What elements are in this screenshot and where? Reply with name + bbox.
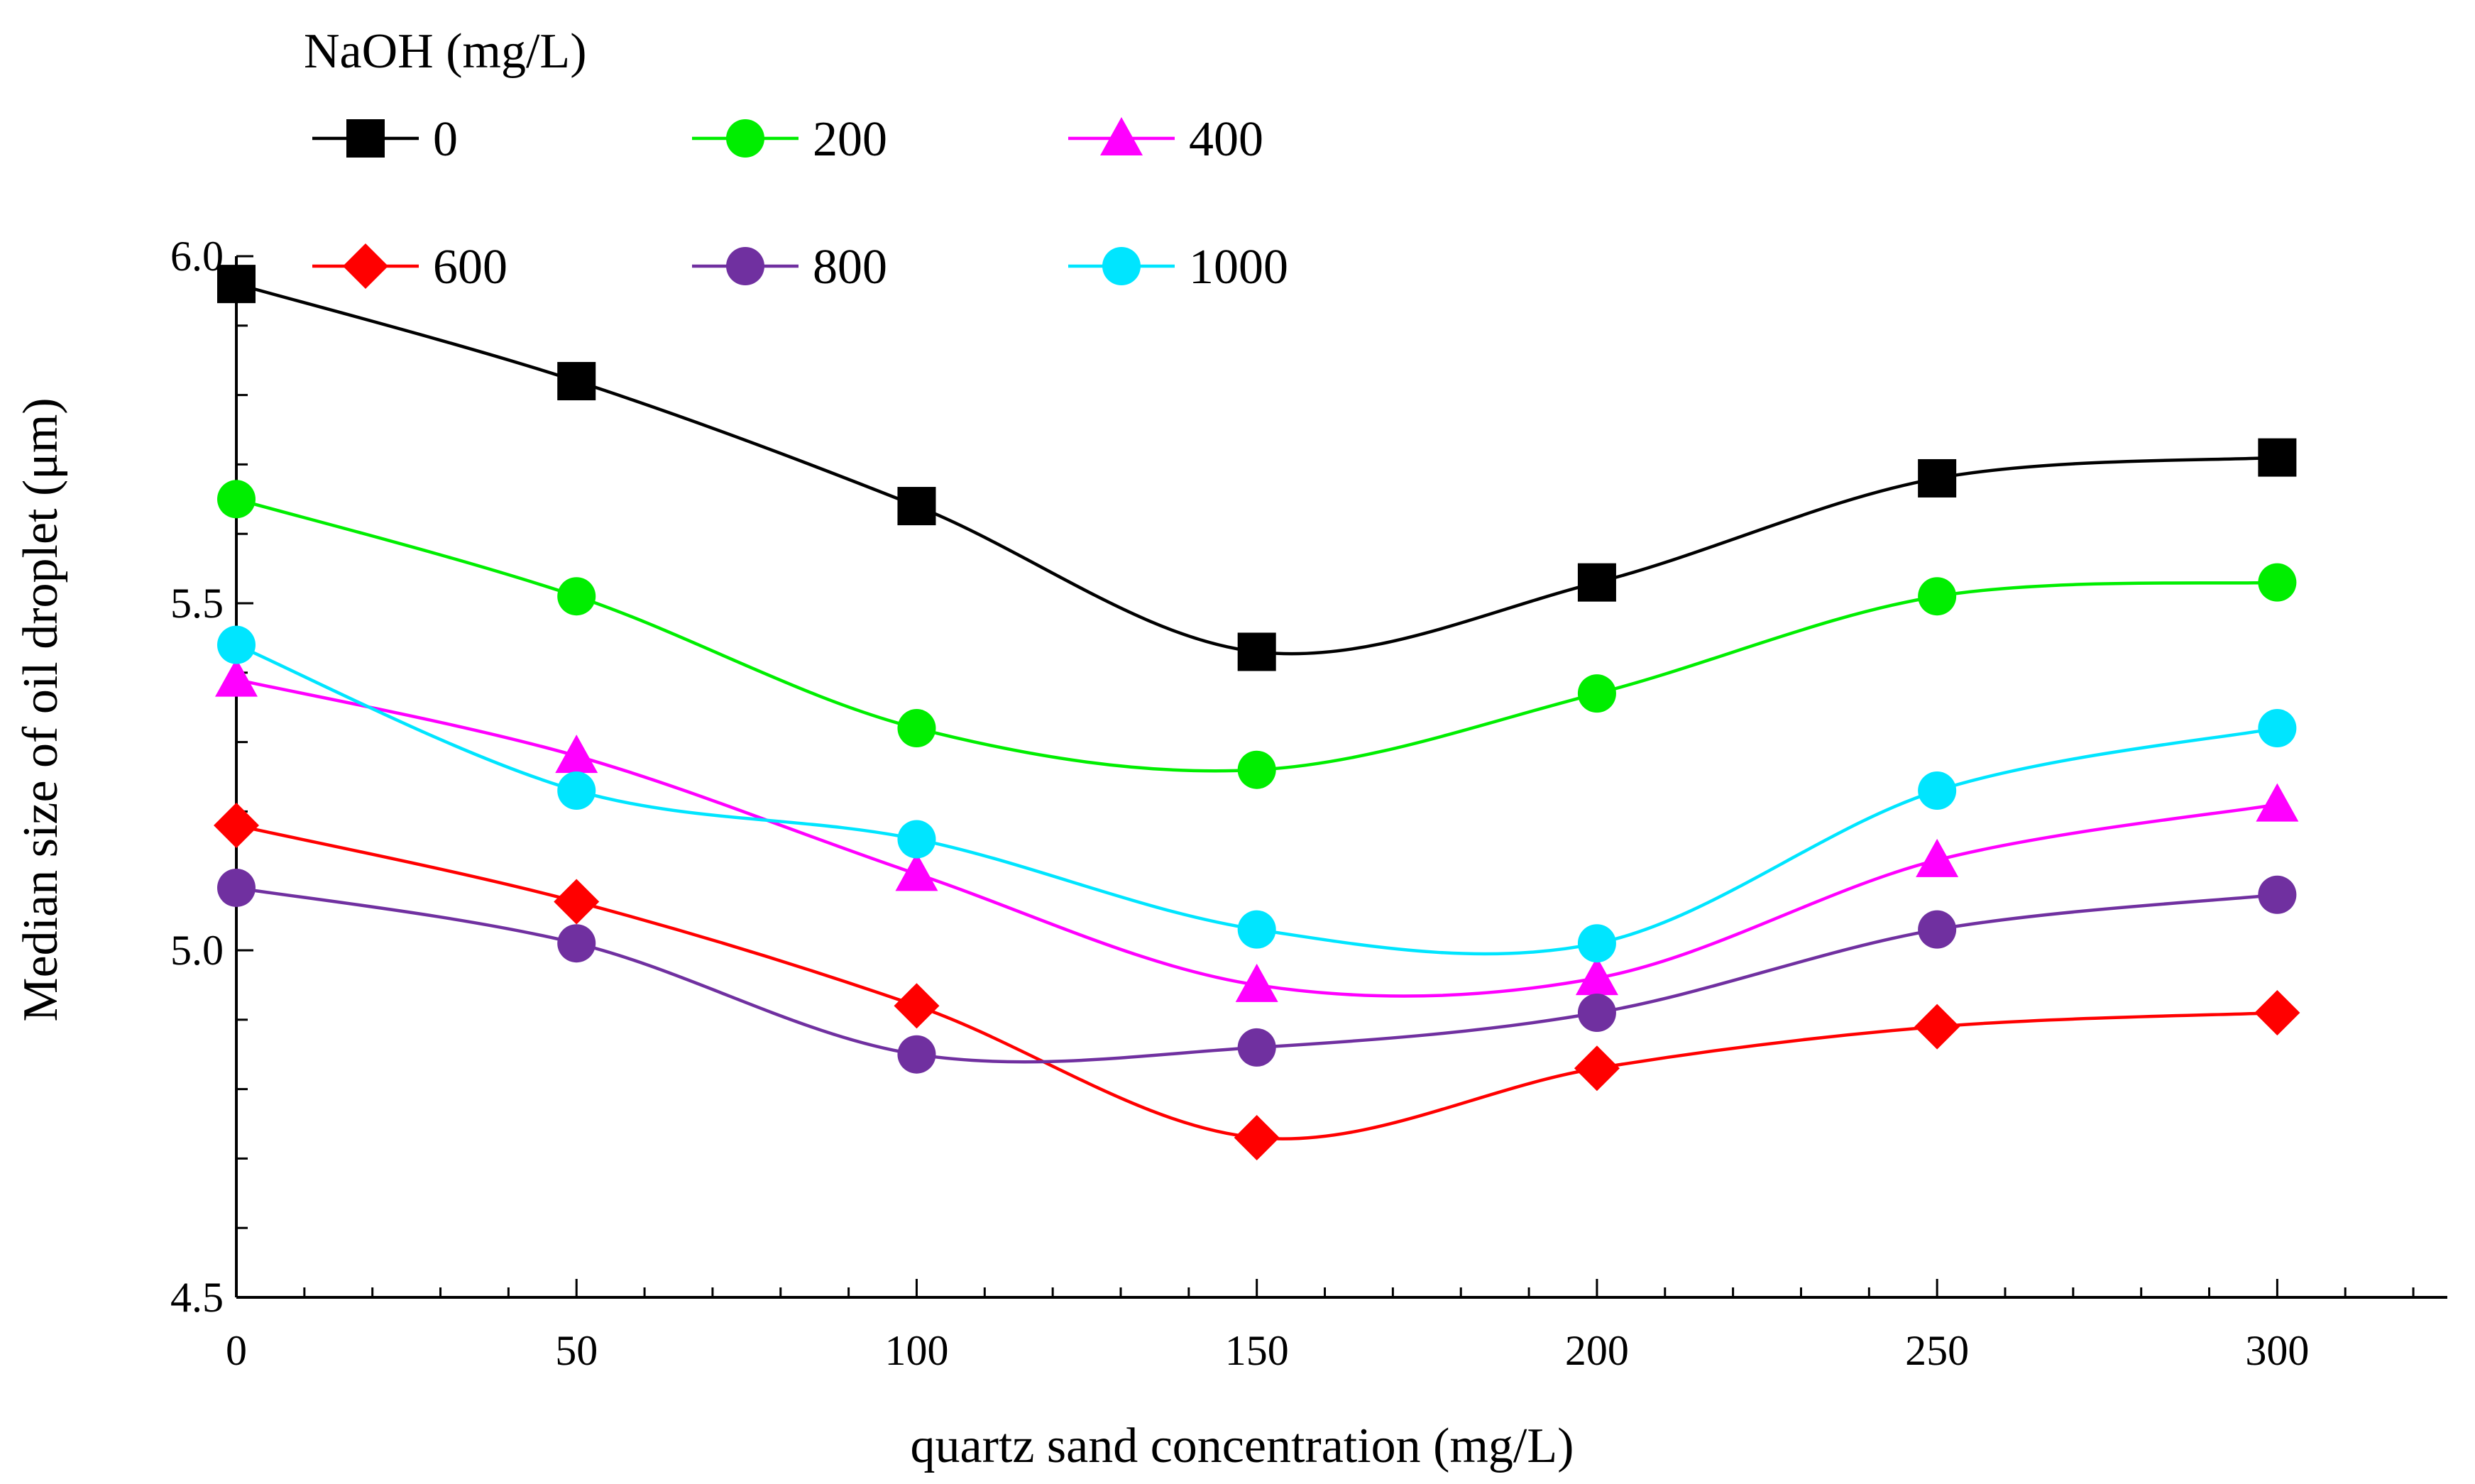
legend-label-800: 800 [813, 240, 887, 295]
legend-marker-0 [346, 119, 385, 158]
data-point-1000-100 [897, 820, 936, 859]
data-point-600-300 [2254, 990, 2300, 1036]
data-point-800-200 [1577, 994, 1616, 1033]
data-point-600-0 [214, 802, 259, 848]
data-point-400-200 [1575, 957, 1618, 996]
x-tick-label: 100 [884, 1327, 948, 1374]
data-point-200-300 [2258, 563, 2297, 602]
data-point-200-50 [557, 577, 596, 616]
data-point-800-150 [1237, 1028, 1276, 1067]
data-point-0-50 [557, 362, 596, 401]
series-200 [217, 480, 2297, 789]
legend-title: NaOH (mg/L) [304, 24, 587, 79]
data-point-0-200 [1577, 563, 1616, 602]
x-tick-label: 150 [1225, 1327, 1289, 1374]
y-tick-label: 4.5 [170, 1274, 224, 1321]
legend-marker-800 [726, 247, 764, 285]
legend-item-0: 0 [312, 112, 458, 167]
series-0 [217, 265, 2297, 671]
legend-item-1000: 1000 [1068, 240, 1288, 295]
data-point-0-300 [2258, 438, 2297, 477]
axes: 4.5 5.0 5.5 6.0 0 50 100 150 200 250 300 [170, 233, 2447, 1374]
legend-item-200: 200 [692, 112, 887, 167]
data-point-400-150 [1235, 963, 1278, 1002]
x-tick-label: 250 [1905, 1327, 1969, 1374]
y-tick-label: 5.0 [170, 927, 224, 974]
x-tick-label: 200 [1565, 1327, 1629, 1374]
data-point-400-50 [555, 735, 598, 774]
data-point-1000-0 [217, 625, 256, 664]
y-axis-title: Median size of oil droplet (μm) [13, 397, 68, 1021]
data-point-1000-150 [1237, 910, 1276, 949]
series-400 [215, 658, 2299, 1002]
data-point-0-0 [217, 265, 256, 304]
data-point-200-250 [1918, 577, 1957, 616]
legend-item-400: 400 [1068, 112, 1263, 167]
data-point-0-250 [1918, 458, 1957, 498]
legend-item-800: 800 [692, 240, 887, 295]
legend-marker-200 [726, 119, 764, 158]
series-line-0 [236, 282, 2278, 656]
data-point-600-250 [1914, 1004, 1960, 1050]
legend-label-600: 600 [433, 240, 507, 295]
data-point-1000-300 [2258, 709, 2297, 748]
data-point-200-0 [217, 480, 256, 519]
data-point-200-150 [1237, 750, 1276, 789]
y-tick-label: 6.0 [170, 233, 224, 280]
data-point-600-100 [894, 983, 940, 1029]
data-point-800-300 [2258, 875, 2297, 914]
data-point-400-100 [895, 852, 938, 891]
x-axis-title: quartz sand concentration (mg/L) [911, 1419, 1574, 1473]
data-point-400-250 [1916, 838, 1959, 877]
data-point-1000-200 [1577, 924, 1616, 963]
x-tick-label: 50 [555, 1327, 598, 1374]
data-point-800-100 [897, 1035, 936, 1074]
legend-label-200: 200 [813, 112, 887, 167]
legend-marker-1000 [1102, 247, 1141, 285]
series-1000 [217, 625, 2297, 963]
legend-label-400: 400 [1189, 112, 1263, 167]
series-layer [214, 265, 2300, 1161]
data-point-800-0 [217, 868, 256, 907]
legend-marker-400 [1100, 117, 1143, 155]
legend-marker-600 [343, 243, 388, 289]
legend-item-600: 600 [312, 240, 507, 295]
legend-label-0: 0 [433, 112, 458, 167]
data-point-1000-50 [557, 771, 596, 810]
data-point-600-200 [1574, 1045, 1620, 1092]
data-point-600-150 [1234, 1115, 1280, 1161]
data-point-200-100 [897, 709, 936, 748]
data-point-1000-250 [1918, 771, 1957, 810]
y-tick-label: 5.5 [170, 580, 224, 627]
series-line-1000 [236, 643, 2278, 956]
data-point-200-200 [1577, 674, 1616, 713]
data-point-0-150 [1237, 632, 1276, 671]
data-point-800-50 [557, 924, 596, 963]
data-point-400-0 [215, 658, 258, 697]
series-600 [214, 802, 2300, 1161]
data-point-400-300 [2256, 783, 2299, 822]
data-point-600-50 [554, 879, 600, 925]
x-tick-label: 300 [2245, 1327, 2309, 1374]
data-point-0-100 [897, 487, 936, 526]
legend-label-1000: 1000 [1189, 240, 1288, 295]
legend: 0 200 400 600 800 1000 [312, 112, 1288, 295]
x-tick-label: 0 [226, 1327, 247, 1374]
series-800 [217, 868, 2297, 1074]
data-point-800-250 [1918, 910, 1957, 949]
